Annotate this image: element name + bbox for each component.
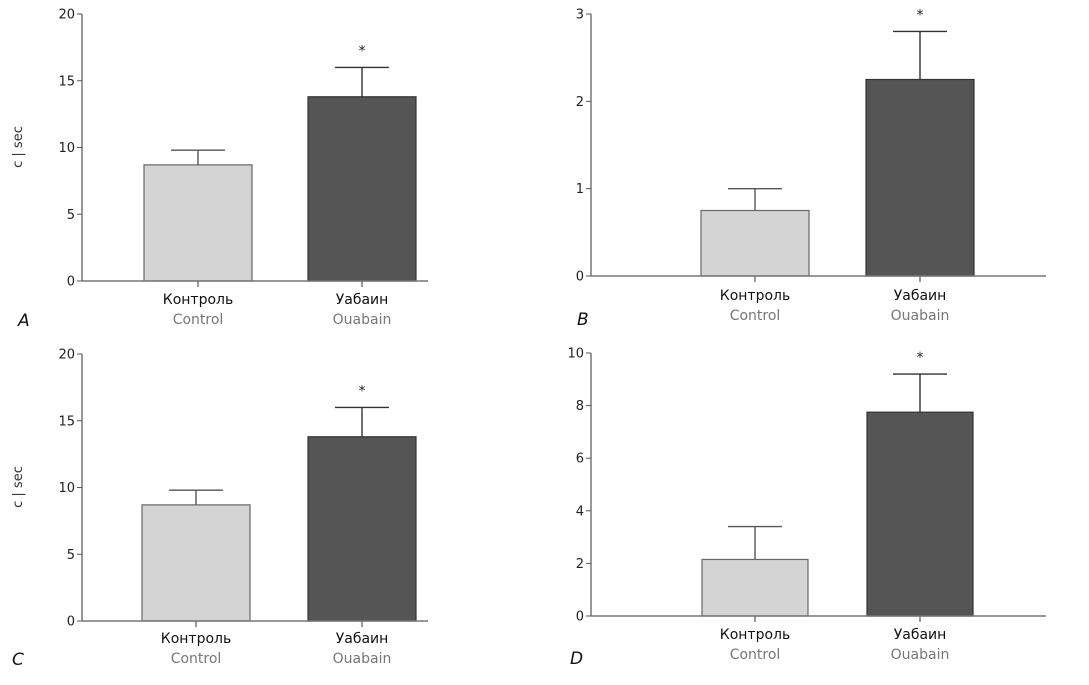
panel-c-category-label-en: Control — [171, 651, 222, 667]
panel-c-y-tick-label: 20 — [58, 348, 75, 363]
panel-a-y-tick-label: 5 — [67, 208, 75, 223]
panel-c-significance-marker: * — [359, 383, 366, 399]
panel-d-y-tick-label: 0 — [576, 610, 584, 625]
panel-c-label: C — [12, 650, 24, 670]
panel-a-category-label-ru: Контроль — [163, 292, 233, 308]
panel-b-category-label-en: Ouabain — [891, 308, 950, 324]
panel-d-category-label-ru: Уабаин — [894, 627, 947, 643]
panel-d-y-tick-label: 4 — [576, 504, 584, 519]
panel-c-category-label-en: Ouabain — [333, 651, 392, 667]
panel-d-y-tick-label: 10 — [567, 347, 584, 362]
panel-c-category-label-ru: Уабаин — [336, 631, 389, 647]
panel-d-category-label-en: Control — [730, 647, 781, 663]
panel-a-bar-1 — [307, 96, 417, 282]
panel-c-bar-1 — [307, 436, 417, 622]
panel-b-bar-1 — [865, 78, 975, 277]
panel-d-y-tick-label: 6 — [576, 452, 584, 467]
panel-b-significance-marker: * — [917, 7, 924, 23]
panel-a-y-tick-label: 0 — [67, 275, 75, 290]
panel-b-y-tick-label: 3 — [576, 8, 584, 23]
panel-b-category-label-en: Control — [730, 308, 781, 324]
panel-d-category-label-ru: Контроль — [720, 627, 790, 643]
panel-a-y-tick-label: 15 — [58, 74, 75, 89]
panel-b-label: B — [577, 310, 589, 330]
panel-a-y-tick-label: 10 — [58, 141, 75, 156]
panel-c-y-tick-label: 15 — [58, 414, 75, 429]
panel-d-significance-marker: * — [917, 350, 924, 366]
panel-b-category-label-ru: Контроль — [720, 288, 790, 304]
panel-d-y-tick-label: 8 — [576, 399, 584, 414]
panel-c-y-axis-label: c | sec — [11, 466, 26, 508]
panel-d-y-tick-label: 2 — [576, 557, 584, 572]
panel-a-category-label-en: Control — [173, 312, 224, 328]
panel-b-y-tick-label: 1 — [576, 182, 584, 197]
panel-d-bar-1 — [866, 411, 974, 617]
panel-b-y-tick-label: 2 — [576, 95, 584, 110]
panel-c-bar-0 — [141, 504, 251, 622]
panel-c-y-tick-label: 5 — [67, 548, 75, 563]
panel-a-category-label-ru: Уабаин — [336, 292, 389, 308]
panel-a-y-axis-label: c | sec — [11, 126, 26, 168]
panel-c-category-label-ru: Контроль — [161, 631, 231, 647]
panel-a-label: A — [17, 311, 30, 331]
panel-b-category-label-ru: Уабаин — [894, 288, 947, 304]
panel-a-y-tick-label: 20 — [58, 8, 75, 23]
panel-a-bar-0 — [143, 164, 253, 282]
panel-c-y-tick-label: 10 — [58, 481, 75, 496]
panel-c-y-tick-label: 0 — [67, 615, 75, 630]
panel-d-label: D — [570, 649, 583, 669]
panel-d-category-label-en: Ouabain — [891, 647, 950, 663]
panel-b-y-tick-label: 0 — [576, 270, 584, 285]
panel-d-bar-0 — [701, 558, 809, 617]
panel-b-bar-0 — [700, 209, 810, 277]
panel-a-category-label-en: Ouabain — [333, 312, 392, 328]
panel-a-significance-marker: * — [359, 43, 366, 59]
